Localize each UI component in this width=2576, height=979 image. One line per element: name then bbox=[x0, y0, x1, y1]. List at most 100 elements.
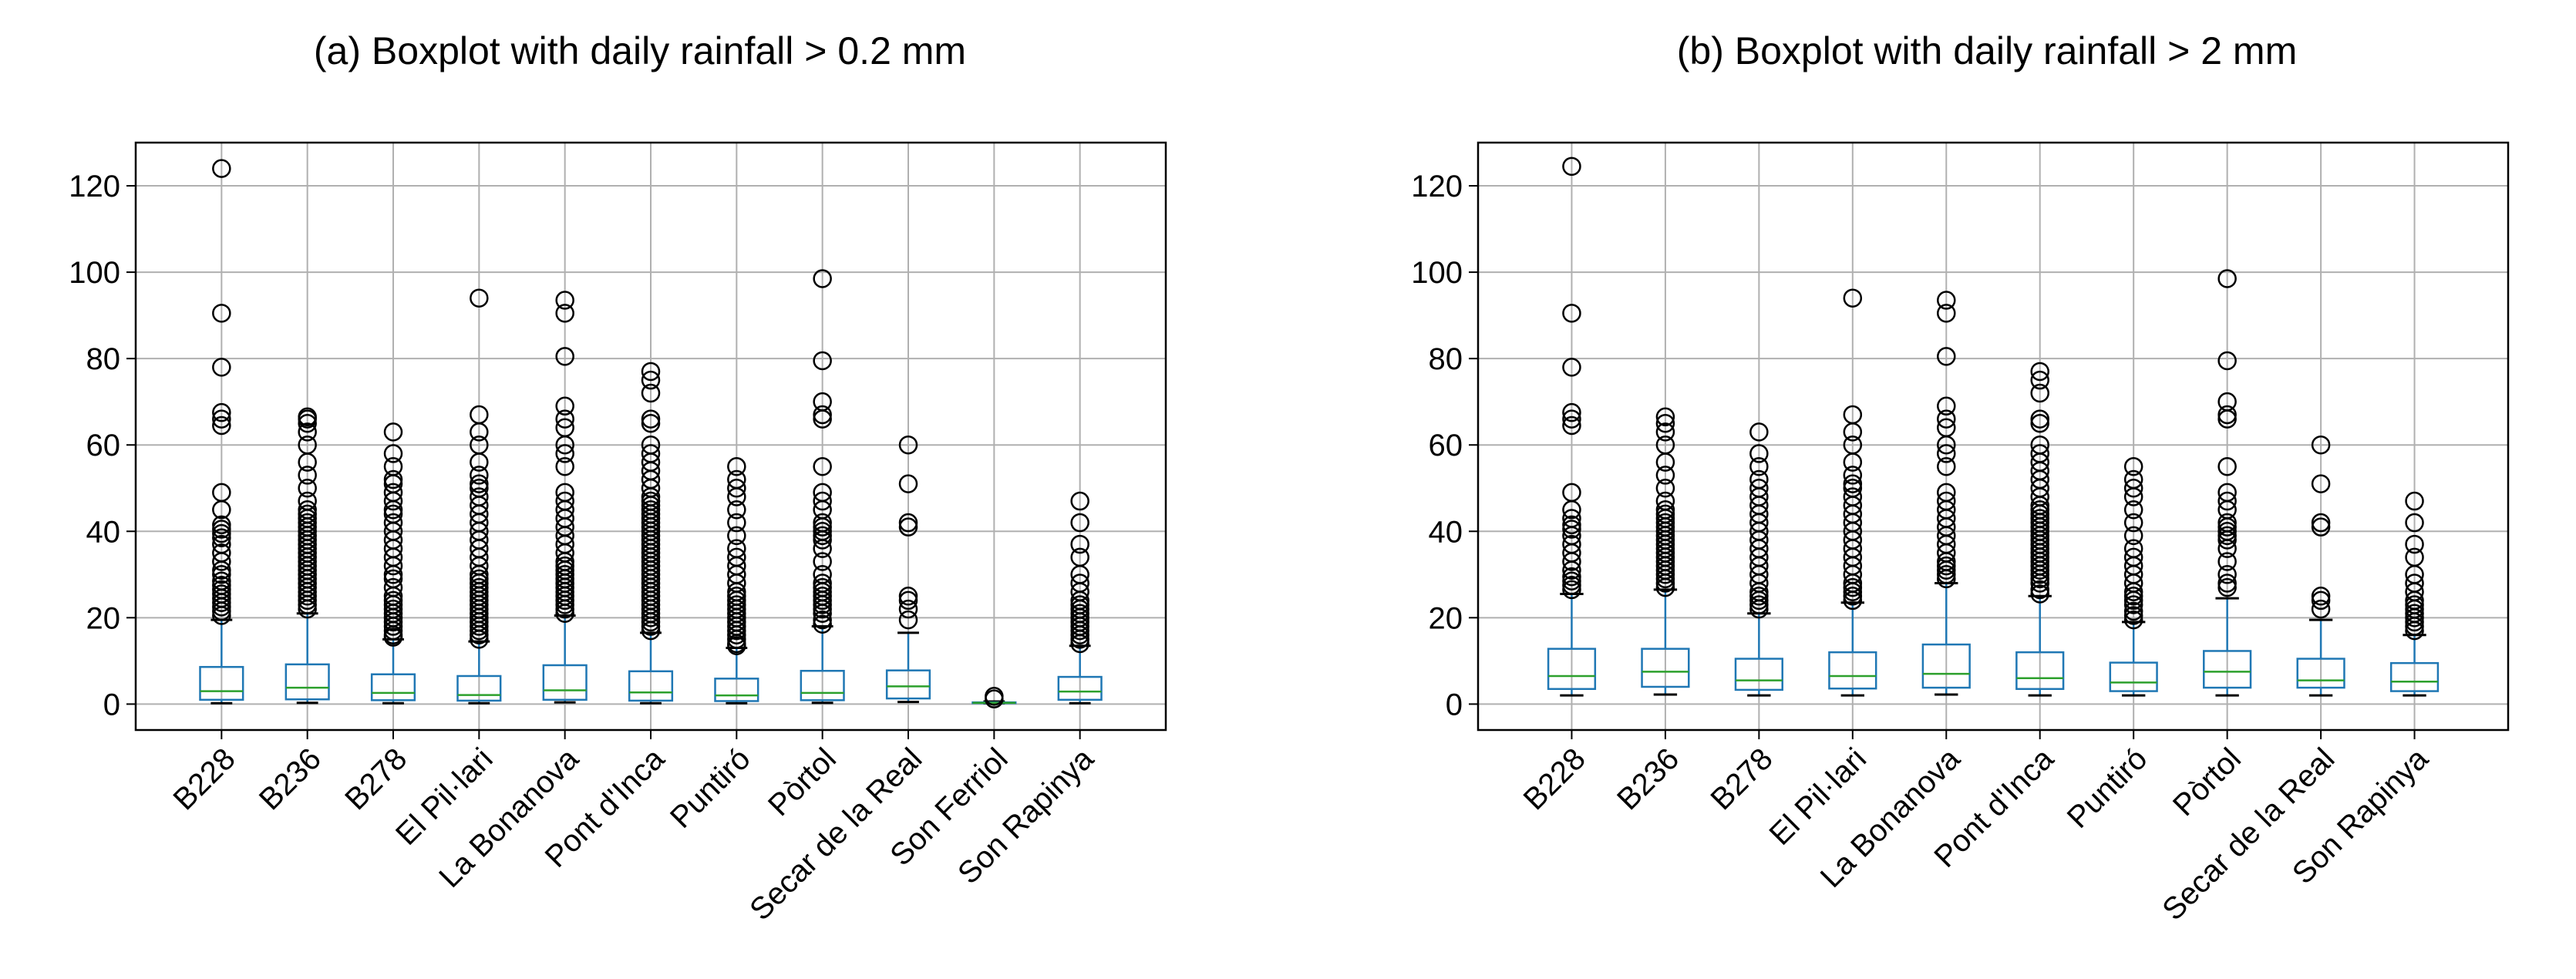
flier-point bbox=[813, 577, 832, 597]
x-tick-label: B236 bbox=[1611, 742, 1685, 816]
flier-point bbox=[898, 517, 918, 537]
flier-point bbox=[2217, 577, 2237, 597]
flier-point bbox=[212, 483, 231, 503]
flier-point bbox=[212, 415, 231, 436]
box-iqr bbox=[542, 664, 588, 701]
y-tick-label: 20 bbox=[1429, 601, 1463, 635]
y-tick-label: 60 bbox=[1429, 429, 1463, 463]
flier-point bbox=[2217, 574, 2237, 593]
box-iqr bbox=[2203, 650, 2252, 689]
flier-point bbox=[383, 599, 403, 619]
y-tick-label: 80 bbox=[86, 342, 121, 376]
box-group-b278 bbox=[370, 422, 416, 705]
flier-point bbox=[813, 587, 832, 606]
flier-point bbox=[1655, 504, 1675, 524]
box-iqr bbox=[199, 665, 244, 701]
flier-point bbox=[1562, 580, 1581, 600]
flier-point bbox=[212, 304, 231, 323]
flier-point bbox=[1655, 500, 1675, 520]
flier-point bbox=[555, 291, 574, 310]
flier-point bbox=[2030, 362, 2049, 382]
flier-point bbox=[298, 500, 317, 520]
box-group-la-bonanova bbox=[542, 291, 588, 704]
flier-point bbox=[555, 491, 574, 511]
x-tick-label: Puntiró bbox=[664, 742, 757, 835]
flier-point bbox=[2030, 509, 2049, 528]
flier-point bbox=[1937, 418, 1956, 438]
y-tick-label: 100 bbox=[69, 256, 120, 290]
flier-point bbox=[2217, 491, 2237, 511]
y-tick-label: 120 bbox=[1411, 170, 1463, 204]
flier-point bbox=[1749, 444, 1769, 463]
flier-point bbox=[2123, 547, 2143, 567]
box-iqr bbox=[456, 675, 502, 702]
flier-point bbox=[813, 526, 832, 546]
flier-point bbox=[813, 565, 832, 584]
flier-point bbox=[1749, 478, 1769, 498]
flier-point bbox=[2123, 539, 2143, 558]
y-tick-label: 80 bbox=[1429, 342, 1463, 376]
box-iqr bbox=[885, 669, 931, 700]
flier-point bbox=[813, 574, 832, 593]
flier-point bbox=[1937, 347, 1956, 366]
flier-point bbox=[1562, 156, 1581, 177]
flier-point bbox=[1843, 474, 1863, 493]
x-tick-label: B228 bbox=[1517, 742, 1592, 816]
flier-point bbox=[2311, 435, 2331, 455]
flier-point bbox=[1562, 509, 1581, 528]
flier-point bbox=[1937, 396, 1956, 416]
flier-point bbox=[1655, 413, 1675, 433]
flier-point bbox=[727, 526, 746, 546]
flier-point bbox=[1562, 576, 1581, 595]
flier-point bbox=[641, 413, 661, 433]
flier-point bbox=[555, 396, 574, 416]
flier-point bbox=[2217, 351, 2237, 371]
box-iqr bbox=[285, 663, 330, 701]
flier-point bbox=[2311, 599, 2331, 619]
box-iqr bbox=[2389, 661, 2440, 692]
panel-a-title: (a) Boxplot with daily rainfall > 0.2 mm bbox=[314, 29, 966, 72]
flier-point bbox=[2030, 580, 2049, 600]
y-tick-label: 40 bbox=[1429, 515, 1463, 549]
axes-frame bbox=[134, 141, 1167, 732]
box-iqr bbox=[1921, 643, 1971, 689]
flier-point bbox=[1070, 595, 1089, 614]
flier-point bbox=[727, 539, 746, 558]
flier-point bbox=[2030, 370, 2049, 390]
box-iqr bbox=[628, 670, 674, 702]
flier-point bbox=[212, 580, 231, 600]
flier-point bbox=[383, 590, 403, 611]
flier-point bbox=[898, 513, 918, 533]
flier-point bbox=[383, 483, 403, 503]
box-group-secar-de-la-real bbox=[2296, 435, 2345, 697]
box-iqr bbox=[1828, 651, 1877, 690]
flier-point bbox=[383, 456, 403, 476]
flier-point bbox=[1562, 304, 1581, 323]
flier-point bbox=[813, 269, 832, 288]
panel-b-boxplot: (b) Boxplot with daily rainfall > 2 mm 0… bbox=[1411, 29, 2510, 927]
flier-point bbox=[212, 358, 231, 377]
flier-point bbox=[2311, 474, 2331, 493]
y-tick-label: 100 bbox=[1411, 256, 1463, 290]
flier-point bbox=[2030, 435, 2049, 455]
flier-point bbox=[2217, 269, 2237, 288]
flier-point bbox=[813, 614, 832, 634]
flier-point bbox=[641, 491, 661, 511]
box-iqr bbox=[800, 669, 845, 701]
flier-point bbox=[298, 407, 317, 427]
flier-point bbox=[898, 610, 918, 630]
box-iqr bbox=[714, 678, 759, 702]
box-iqr bbox=[370, 673, 416, 701]
flier-point bbox=[1749, 595, 1769, 614]
y-tick-label: 20 bbox=[86, 601, 121, 635]
flier-point bbox=[727, 547, 746, 567]
flier-point bbox=[1937, 491, 1956, 511]
flier-point bbox=[641, 409, 661, 429]
flier-point bbox=[1937, 291, 1956, 310]
flier-point bbox=[212, 402, 231, 422]
flier-point bbox=[2123, 526, 2143, 546]
flier-point bbox=[727, 469, 746, 490]
flier-point bbox=[2405, 595, 2424, 614]
flier-point bbox=[2123, 456, 2143, 476]
flier-point bbox=[2123, 513, 2143, 533]
